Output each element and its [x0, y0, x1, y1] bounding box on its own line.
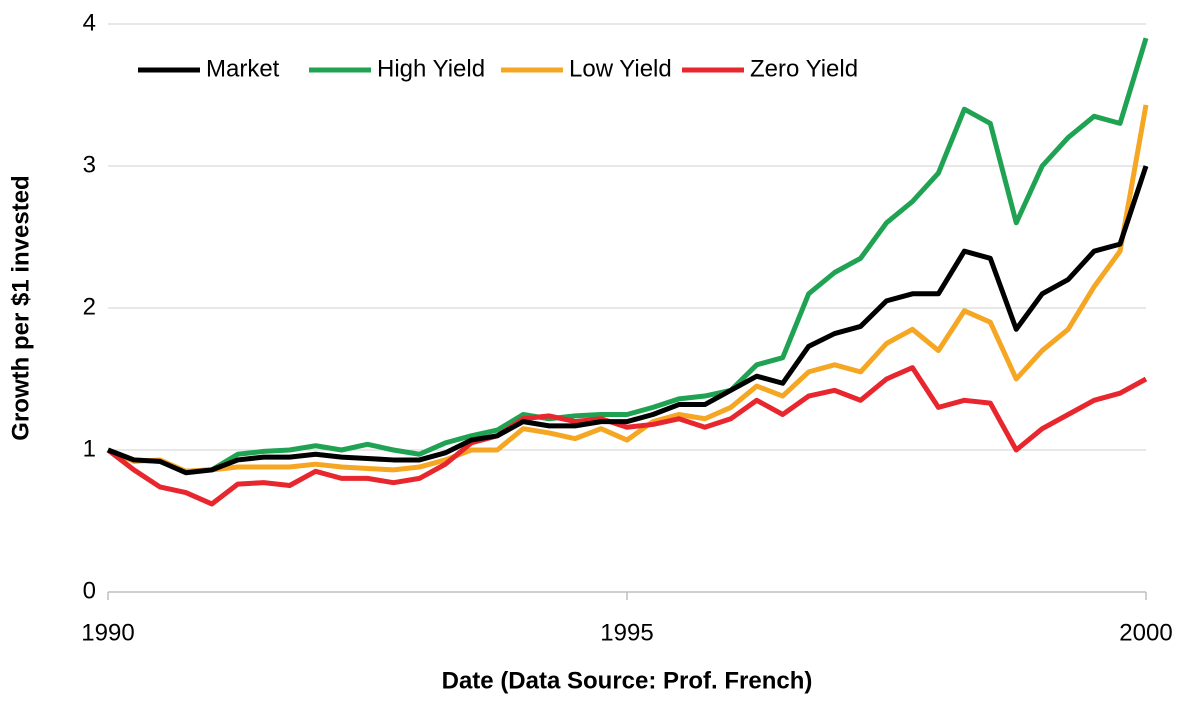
- y-tick-label: 0: [83, 577, 96, 604]
- legend-label: Zero Yield: [750, 55, 858, 82]
- y-tick-label: 2: [83, 293, 96, 320]
- y-axis-title: Growth per $1 invested: [7, 175, 34, 440]
- x-tick-label: 1990: [81, 619, 134, 646]
- x-tick-label: 1995: [600, 619, 653, 646]
- legend-label: Low Yield: [569, 55, 672, 82]
- y-tick-label: 4: [83, 9, 96, 36]
- x-axis-title: Date (Data Source: Prof. French): [442, 667, 813, 694]
- y-tick-label: 3: [83, 151, 96, 178]
- series-line: [107, 37, 1149, 474]
- legend-label: Market: [206, 55, 280, 82]
- series-line: [106, 104, 1149, 474]
- series-line: [106, 365, 1148, 507]
- x-tick-label: 2000: [1119, 619, 1172, 646]
- y-tick-label: 1: [83, 435, 96, 462]
- legend-label: High Yield: [377, 55, 485, 82]
- series-line: [107, 165, 1149, 476]
